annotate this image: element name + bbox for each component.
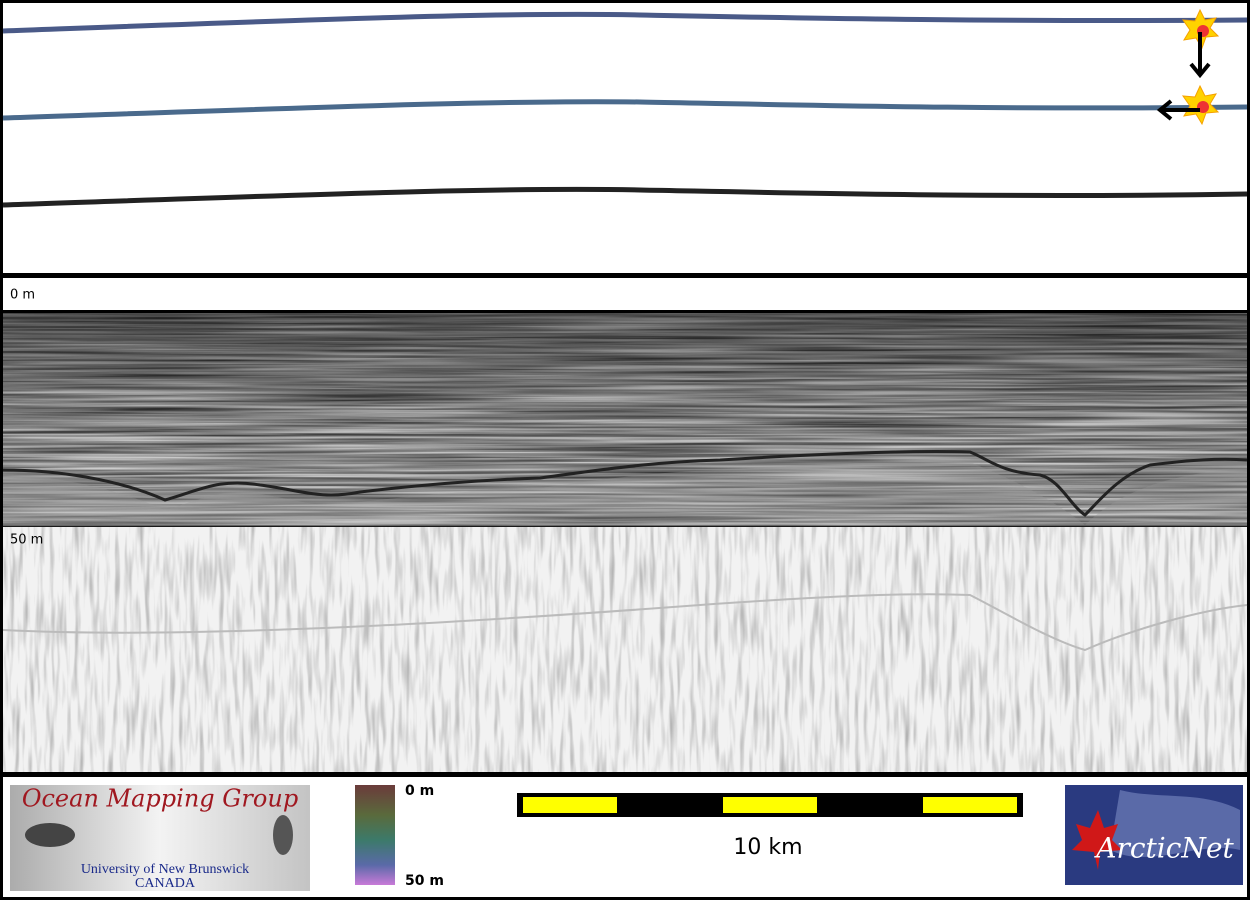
- logo-country: CANADA: [135, 876, 196, 891]
- sonar-lower-texture: [3, 527, 1247, 772]
- scale-label: 10 km: [733, 835, 802, 860]
- marker-icons: [1156, 8, 1220, 126]
- colorbar: [355, 785, 395, 885]
- scale-bar: [517, 793, 1023, 817]
- colorbar-label: 0 m: [405, 783, 434, 799]
- track-lines: [2, 11, 1248, 208]
- subbottom: [3, 461, 1247, 526]
- depth-strip: [3, 278, 1247, 310]
- multiple-reflector: [2, 593, 1248, 652]
- arcticnet-logo: ArcticNet: [1065, 785, 1243, 885]
- depth-label: 0 m: [10, 288, 35, 303]
- depth-label: 50 m: [10, 533, 43, 548]
- sonar-texture: [3, 313, 1247, 526]
- logo-title: ArcticNet: [1093, 832, 1234, 865]
- seabed-reflector: [2, 450, 1248, 517]
- logo-title: Ocean Mapping Group: [22, 785, 298, 813]
- colorbar-label: 50 m: [405, 873, 444, 889]
- omg-logo: Ocean Mapping Group University of New Br…: [10, 785, 310, 891]
- logo-subtitle: University of New Brunswick: [81, 862, 249, 877]
- track-panel: [3, 3, 1247, 273]
